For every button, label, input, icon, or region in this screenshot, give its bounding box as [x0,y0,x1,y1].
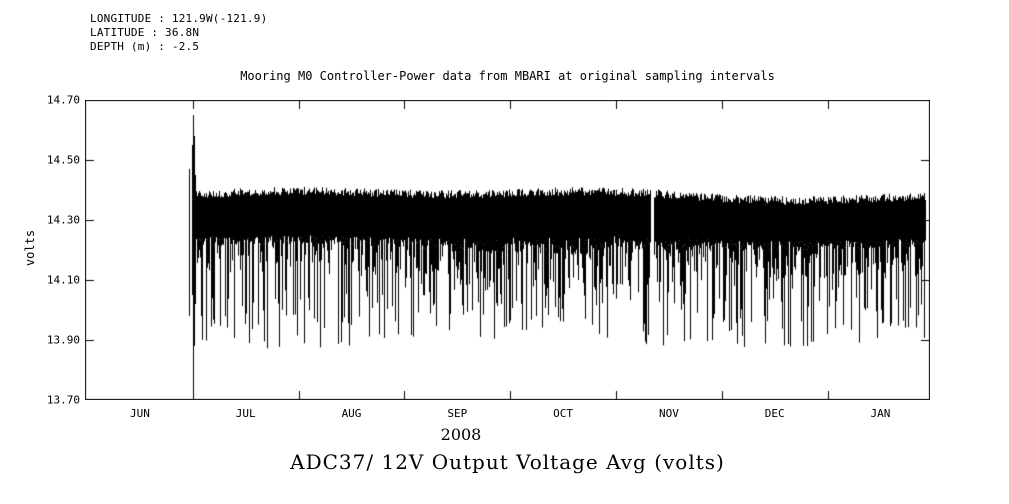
header-block: LONGITUDE : 121.9W(-121.9) LATITUDE : 36… [90,12,267,54]
x-tick-label: JUL [235,407,256,420]
y-axis-title: volts [23,229,37,267]
bottom-title: ADC37/ 12V Output Voltage Avg (volts) [290,450,725,474]
y-tick-label: 14.30 [46,213,80,227]
plot-canvas [85,100,930,400]
y-tick-label: 14.50 [46,153,80,167]
depth-label: DEPTH (m) : -2.5 [90,40,200,53]
latitude-label: LATITUDE : 36.8N [90,26,200,39]
x-tick-label: JUN [129,407,150,420]
x-tick-label: JAN [870,407,891,420]
y-tick-label: 14.10 [46,273,80,287]
x-tick-label: AUG [341,407,362,420]
year-label: 2008 [440,425,482,444]
x-tick-label: SEP [447,407,468,420]
y-tick-label: 13.90 [46,333,80,347]
y-tick-label: 13.70 [46,393,80,407]
y-tick-label: 14.70 [46,93,80,107]
x-tick-label: NOV [658,407,679,420]
x-tick-label: DEC [764,407,785,420]
x-tick-label: OCT [553,407,574,420]
chart-title: Mooring M0 Controller-Power data from MB… [240,69,775,83]
longitude-label: LONGITUDE : 121.9W(-121.9) [90,12,268,25]
